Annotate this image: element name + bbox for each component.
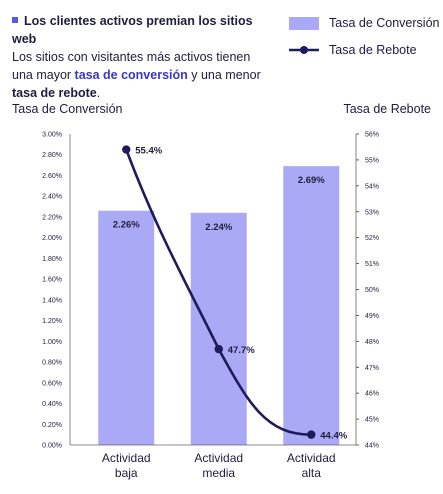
bounce-rate-point bbox=[122, 145, 131, 154]
right-tick-label: 56% bbox=[365, 132, 379, 139]
bounce-rate-point bbox=[214, 344, 223, 354]
subtitle-highlight-conversion: tasa de conversión bbox=[74, 68, 188, 82]
legend-line-swatch bbox=[289, 46, 319, 54]
right-tick-label: 46% bbox=[365, 391, 379, 398]
right-tick-label: 52% bbox=[365, 235, 379, 242]
subtitle-text-1: Los sitios con visitantes más activos ti… bbox=[12, 50, 251, 82]
left-tick-label: 2.20% bbox=[42, 214, 62, 221]
right-tick-label: 50% bbox=[365, 287, 379, 294]
conversion-bar bbox=[283, 166, 340, 446]
right-tick-label: 54% bbox=[365, 183, 379, 190]
conversion-bar bbox=[190, 212, 247, 445]
left-tick-label: 2.40% bbox=[42, 194, 62, 201]
category-label: Actividad bbox=[287, 451, 336, 465]
right-tick-label: 45% bbox=[365, 417, 379, 424]
left-tick-label: 2.00% bbox=[42, 235, 62, 242]
category-label: media bbox=[202, 466, 235, 480]
legend-label-bounce: Tasa de Rebote bbox=[329, 43, 417, 57]
left-tick-label: 2.80% bbox=[42, 152, 62, 159]
subtitle-text-2: y una menor bbox=[187, 68, 261, 82]
right-tick-label: 51% bbox=[365, 261, 379, 268]
chart-subtitle: Los sitios con visitantes más activos ti… bbox=[12, 48, 274, 102]
chart-description: Los clientes activos premian los sitios … bbox=[12, 12, 274, 102]
right-tick-label: 49% bbox=[365, 313, 379, 320]
left-tick-label: 1.80% bbox=[42, 256, 62, 263]
legend-bar-swatch bbox=[289, 16, 319, 30]
conversion-bar-label: 2.26% bbox=[113, 220, 140, 231]
left-tick-label: 1.60% bbox=[42, 277, 62, 284]
subtitle-text-3: . bbox=[96, 86, 101, 100]
right-axis-title: Tasa de Rebote bbox=[343, 102, 431, 116]
bullet-square-icon bbox=[12, 17, 18, 23]
legend-item-bounce: Tasa de Rebote bbox=[289, 41, 439, 59]
right-tick-label: 44% bbox=[365, 443, 379, 450]
conversion-bar bbox=[98, 210, 155, 445]
left-tick-label: 1.40% bbox=[42, 297, 62, 304]
legend-item-conversion: Tasa de Conversión bbox=[289, 14, 439, 32]
right-tick-label: 55% bbox=[365, 157, 379, 164]
category-label: alta bbox=[302, 466, 322, 480]
subtitle-highlight-bounce: tasa de rebote bbox=[12, 86, 97, 100]
right-tick-label: 47% bbox=[365, 365, 379, 372]
headline-text: Los clientes activos premian los sitios … bbox=[12, 14, 253, 46]
category-label: Actividad bbox=[194, 451, 243, 465]
left-tick-label: 2.60% bbox=[42, 173, 62, 180]
left-tick-label: 1.00% bbox=[42, 339, 62, 346]
category-label: Actividad bbox=[102, 451, 151, 465]
bounce-rate-label: 44.4% bbox=[320, 431, 347, 442]
chart-legend: Tasa de Conversión Tasa de Rebote bbox=[289, 14, 439, 68]
left-tick-label: 0.80% bbox=[42, 360, 62, 367]
bounce-rate-point bbox=[307, 430, 316, 439]
category-label: baja bbox=[115, 466, 138, 480]
left-tick-label: 0.00% bbox=[42, 443, 62, 450]
left-tick-label: 0.40% bbox=[42, 401, 62, 408]
left-tick-label: 0.20% bbox=[42, 422, 62, 429]
bounce-rate-label: 55.4% bbox=[135, 146, 162, 157]
conversion-bar-label: 2.69% bbox=[298, 175, 325, 186]
left-tick-label: 3.00% bbox=[42, 132, 62, 139]
left-tick-label: 0.60% bbox=[42, 380, 62, 387]
left-axis-title: Tasa de Conversión bbox=[12, 102, 123, 116]
right-tick-label: 53% bbox=[365, 209, 379, 216]
conversion-bar-label: 2.24% bbox=[205, 222, 232, 233]
legend-label-conversion: Tasa de Conversión bbox=[329, 16, 440, 30]
chart-headline: Los clientes activos premian los sitios … bbox=[12, 12, 274, 48]
left-tick-label: 1.20% bbox=[42, 318, 62, 325]
bounce-rate-label: 47.7% bbox=[228, 345, 255, 356]
right-tick-label: 48% bbox=[365, 339, 379, 346]
bounce-rate-line bbox=[125, 149, 312, 436]
